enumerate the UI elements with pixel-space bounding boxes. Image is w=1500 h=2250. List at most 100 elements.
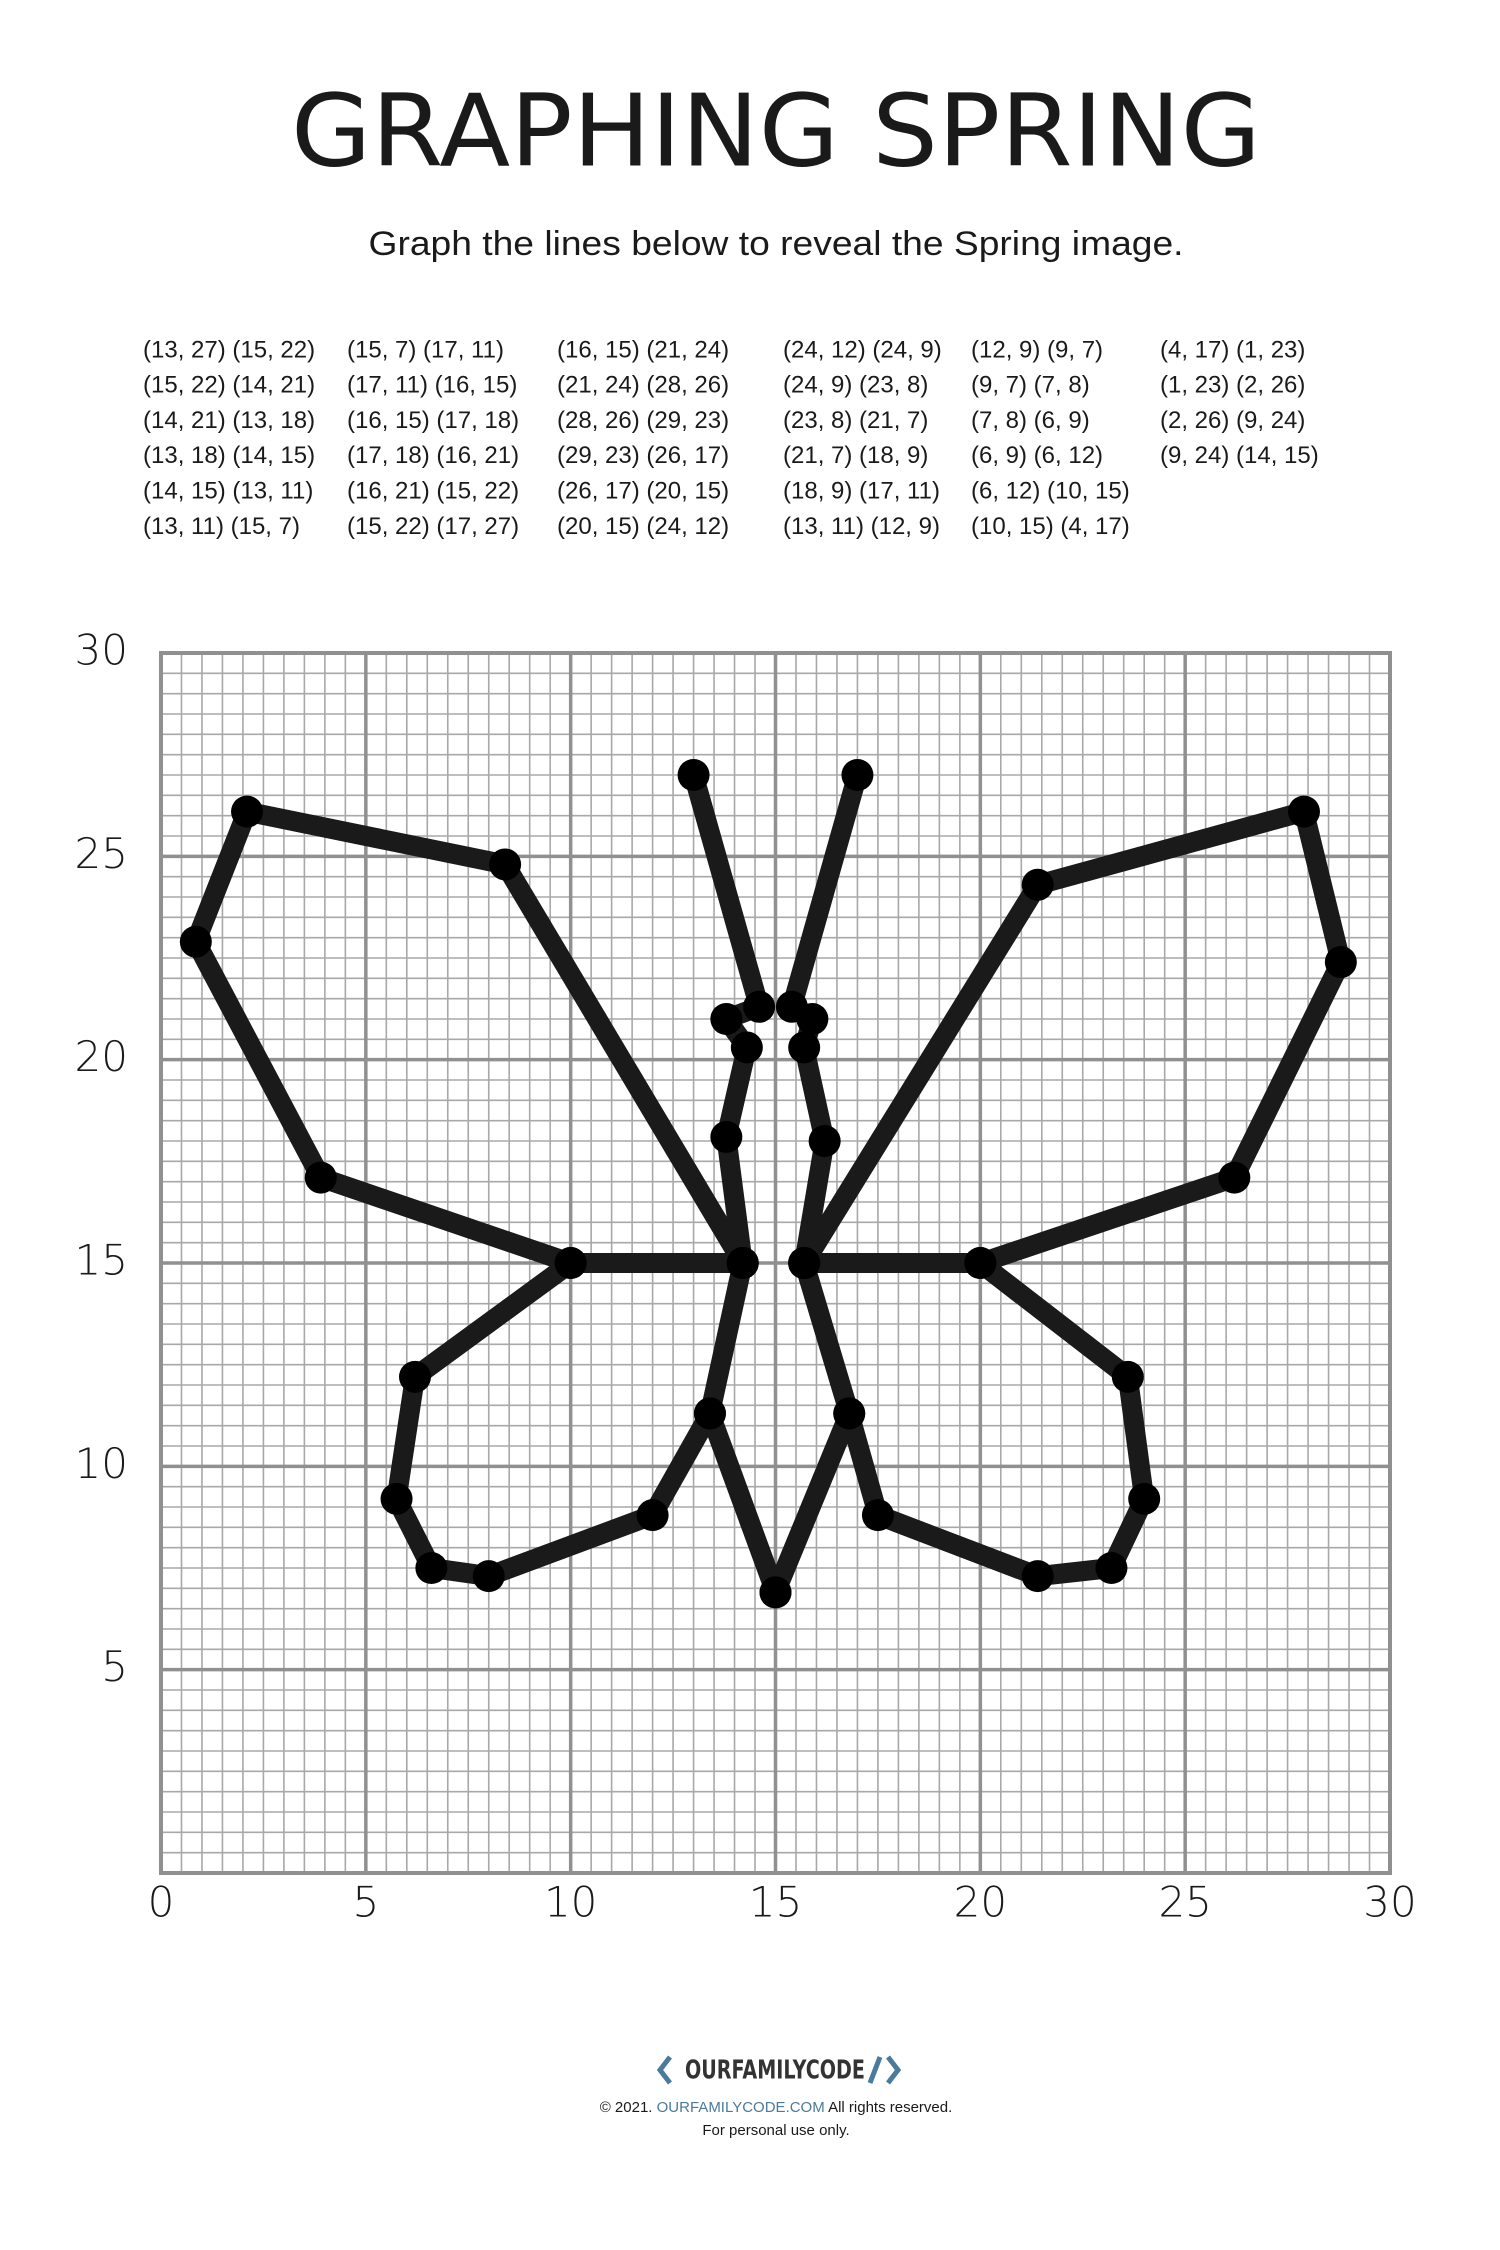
coordinate-pair: (2, 26) (9, 24) (1160, 407, 1305, 434)
coordinate-pair: (15, 22) (17, 27) (347, 513, 519, 540)
y-tick-label: 15 (75, 1236, 128, 1285)
coordinate-pair: (16, 15) (21, 24) (557, 336, 729, 363)
point (304, 1161, 337, 1194)
point (231, 795, 264, 828)
coordinate-pair: (14, 15) (13, 11) (143, 478, 313, 505)
subtitle: Graph the lines below to reveal the Spri… (369, 225, 1184, 263)
point (788, 1031, 821, 1064)
coordinate-pair: (15, 7) (17, 11) (347, 336, 504, 363)
coordinate-pair: (10, 15) (4, 17) (971, 513, 1130, 540)
coordinate-pair: (24, 9) (23, 8) (783, 372, 928, 399)
logo-bracket (656, 2055, 672, 2085)
point (1324, 946, 1357, 979)
x-tick-label: 0 (148, 1878, 175, 1927)
point (730, 1031, 763, 1064)
point (398, 1360, 431, 1393)
point (743, 990, 776, 1023)
x-tick-label: 15 (749, 1878, 802, 1927)
logo: OURFAMILYCODE (685, 2056, 865, 2086)
point (808, 1125, 841, 1157)
point (472, 1560, 505, 1593)
drawing (179, 759, 1357, 1609)
point (636, 1499, 669, 1532)
point (415, 1552, 448, 1584)
point (759, 1576, 792, 1609)
coordinate-pair: (17, 18) (16, 21) (347, 442, 519, 469)
line-segment (794, 801, 1351, 1273)
point (1287, 795, 1320, 828)
coordinate-pair: (21, 24) (28, 26) (557, 372, 729, 399)
point (796, 1003, 829, 1035)
title: GRAPHING SPRING (291, 72, 1261, 189)
x-tick-label: 20 (954, 1878, 1007, 1927)
logo-bracket (867, 2055, 902, 2085)
coordinate-pair: (26, 17) (20, 15) (557, 478, 729, 505)
y-tick-label: 25 (75, 829, 128, 878)
point (554, 1247, 587, 1279)
point (841, 759, 874, 791)
coordinate-pair: (18, 9) (17, 11) (783, 478, 940, 505)
point (710, 1003, 743, 1035)
copyright-year: © 2021. (600, 2099, 653, 2116)
point (861, 1499, 894, 1532)
coordinate-pair: (29, 23) (26, 17) (557, 442, 729, 469)
coordinate-pair: (16, 21) (15, 22) (347, 478, 519, 505)
coordinate-pair: (13, 11) (15, 7) (143, 513, 300, 540)
point (1095, 1552, 1128, 1584)
coordinate-pair: (20, 15) (24, 12) (557, 513, 729, 540)
coordinate-pair: (16, 15) (17, 18) (347, 407, 519, 434)
coordinate-pair: (9, 7) (7, 8) (971, 372, 1090, 399)
coordinate-pair: (13, 27) (15, 22) (143, 336, 315, 363)
footer: OURFAMILYCODE © 2021. OURFAMILYCODE.COM … (600, 2055, 953, 2139)
coordinate-pair: (14, 21) (13, 18) (143, 407, 315, 434)
site-link[interactable]: OURFAMILYCODE.COM (657, 2099, 825, 2116)
point (726, 1247, 759, 1279)
copyright: © 2021. OURFAMILYCODE.COM All rights res… (600, 2099, 953, 2116)
point (380, 1482, 413, 1515)
coordinate-pair: (7, 8) (6, 9) (971, 407, 1090, 434)
coordinate-pair: (28, 26) (29, 23) (557, 407, 729, 434)
point (1128, 1482, 1161, 1515)
x-tick-label: 25 (1158, 1878, 1211, 1927)
point (489, 848, 522, 881)
y-tick-label: 30 (75, 626, 128, 675)
coordinate-pair: (17, 11) (16, 15) (347, 372, 517, 399)
coordinate-pair: (12, 9) (9, 7) (971, 336, 1103, 363)
note: For personal use only. (702, 2122, 849, 2139)
coordinate-pair: (21, 7) (18, 9) (783, 442, 928, 469)
point (1021, 868, 1054, 901)
point (833, 1397, 866, 1430)
y-tick-label: 5 (101, 1642, 128, 1691)
line-segment (386, 1253, 720, 1587)
coordinate-pair: (1, 23) (2, 26) (1160, 372, 1305, 399)
point (693, 1397, 726, 1430)
point (677, 759, 710, 791)
coordinate-pair: (6, 9) (6, 12) (971, 442, 1103, 469)
point (1111, 1360, 1144, 1393)
rights: All rights reserved. (828, 2099, 952, 2116)
coordinate-pair: (24, 12) (24, 9) (783, 336, 942, 363)
point (179, 925, 212, 958)
coordinate-pair: (13, 18) (14, 15) (143, 442, 315, 469)
coordinate-pair: (4, 17) (1, 23) (1160, 336, 1305, 363)
line-segment (839, 1253, 1155, 1587)
plot-frame (159, 651, 1392, 1875)
coordinate-pair: (9, 24) (14, 15) (1160, 442, 1319, 469)
coordinate-pair: (6, 12) (10, 15) (971, 478, 1130, 505)
coordinate-list: (13, 27) (15, 22) (15, 22) (14, 21) (14, 2… (143, 336, 1319, 540)
point (1021, 1560, 1054, 1593)
point (788, 1247, 821, 1279)
x-tick-label: 30 (1363, 1878, 1416, 1927)
y-tick-label: 20 (75, 1032, 128, 1081)
point (1218, 1161, 1251, 1194)
line-segment (185, 801, 753, 1273)
point (710, 1120, 743, 1153)
point (964, 1247, 997, 1279)
x-tick-label: 10 (544, 1878, 597, 1927)
coordinate-pair: (13, 11) (12, 9) (783, 513, 940, 540)
coordinate-pair: (23, 8) (21, 7) (783, 407, 928, 434)
y-tick-label: 10 (75, 1439, 128, 1488)
coordinate-pair: (15, 22) (14, 21) (143, 372, 315, 399)
x-tick-label: 5 (352, 1878, 379, 1927)
